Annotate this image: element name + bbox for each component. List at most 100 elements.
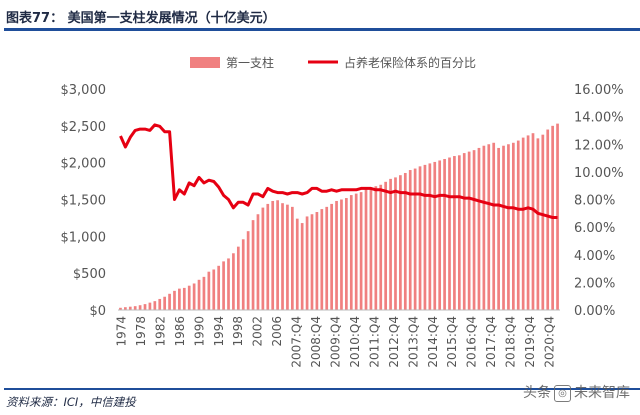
- bar: [133, 306, 137, 310]
- x-axis-tick-label: 1998: [231, 316, 245, 347]
- x-axis-tick-label: 2020:Q4: [543, 316, 557, 368]
- percentage-line: [119, 123, 558, 219]
- right-axis-tick-label: 8.00%: [574, 194, 615, 209]
- bar: [502, 145, 505, 310]
- left-axis-tick-label: $0: [89, 304, 106, 319]
- left-axis-tick-label: $1,500: [61, 194, 107, 209]
- bar: [340, 199, 343, 310]
- bar: [482, 145, 486, 310]
- bar: [403, 172, 407, 310]
- right-axis-tick-label: 10.00%: [574, 166, 624, 181]
- bar: [462, 153, 466, 310]
- bar: [290, 206, 294, 310]
- right-axis-tick-label: 12.00%: [574, 138, 624, 153]
- right-axis-tick-label: 16.00%: [574, 83, 624, 98]
- bar: [173, 290, 176, 310]
- bar: [413, 168, 417, 310]
- bar: [521, 137, 525, 310]
- right-axis-tick-label: 14.00%: [574, 111, 624, 126]
- left-axis-tick-label: $3,000: [61, 83, 107, 98]
- bar: [315, 212, 319, 310]
- bar: [384, 181, 388, 310]
- bar: [158, 298, 162, 310]
- bar: [207, 271, 211, 310]
- right-axis-tick-label: 0.00%: [574, 304, 615, 319]
- bar: [477, 147, 481, 310]
- x-axis-tick-label: 1990: [192, 316, 206, 347]
- x-axis-tick-label: 2013:Q4: [406, 316, 420, 368]
- bar: [516, 140, 520, 310]
- bar: [182, 287, 186, 310]
- x-axis-tick-label: 2016:Q4: [465, 316, 479, 368]
- x-axis-tick-label: 1978: [134, 316, 148, 347]
- bar: [472, 150, 476, 310]
- x-axis-tick-label: 2008:Q4: [309, 316, 323, 368]
- bar: [305, 216, 309, 310]
- legend-swatch-bars: [190, 57, 220, 68]
- bar: [217, 265, 221, 310]
- bar: [266, 203, 270, 310]
- left-axis-tick-label: $2,000: [61, 157, 107, 172]
- bar: [241, 239, 245, 310]
- right-axis-tick-label: 4.00%: [574, 249, 615, 264]
- bar: [246, 231, 250, 310]
- bar: [433, 161, 437, 310]
- bar: [124, 307, 127, 310]
- x-axis-tick-label: 1974: [115, 316, 129, 347]
- bar: [281, 203, 284, 310]
- x-axis-tick-label: 1982: [153, 316, 167, 347]
- watermark-left: 头条: [523, 385, 551, 401]
- bar: [227, 258, 230, 310]
- bar: [364, 189, 368, 310]
- bar: [418, 166, 422, 310]
- bar: [251, 220, 255, 310]
- chart-area: 第一支柱 占养老保险体系的百分比 $0 $500 $1,000 $1,500 $2,000 $…: [61, 55, 624, 368]
- bar: [202, 276, 206, 310]
- x-axis-tick-label: 2009:Q4: [329, 316, 343, 368]
- bar: [192, 283, 196, 310]
- x-axis-tick-label: 1994: [212, 316, 226, 347]
- bar: [408, 170, 412, 310]
- bar: [153, 301, 157, 310]
- bar: [349, 195, 353, 310]
- bar: [143, 304, 147, 310]
- bar: [276, 200, 279, 310]
- bar: [163, 296, 167, 310]
- left-axis-tick-label: $1,000: [61, 230, 107, 245]
- bar: [497, 147, 500, 310]
- bar: [399, 175, 402, 310]
- bar: [531, 133, 535, 310]
- legend-label-bars: 第一支柱: [226, 55, 274, 70]
- x-axis-tick-label: 2002: [251, 316, 265, 347]
- bar: [526, 135, 530, 310]
- x-axis-tick-label: 2012:Q4: [387, 316, 401, 368]
- bar: [119, 307, 122, 310]
- bar: [148, 302, 152, 310]
- bar: [536, 138, 540, 310]
- source-note: 资料来源：ICI，中信建投: [6, 395, 136, 409]
- x-axis-tick-label: 2006: [270, 316, 284, 347]
- bar: [546, 129, 550, 310]
- bar: [300, 223, 304, 310]
- bar: [197, 279, 201, 310]
- bar: [236, 246, 240, 310]
- x-axis-tick-label: 2015:Q4: [445, 316, 459, 368]
- x-axis-tick-label: 2010:Q4: [348, 316, 362, 368]
- bar: [359, 192, 363, 310]
- bar: [541, 134, 545, 310]
- source-divider: [4, 388, 640, 390]
- bar: [389, 178, 392, 310]
- bar: [438, 160, 442, 310]
- bar: [379, 184, 383, 310]
- bar: [511, 142, 515, 310]
- watermark: 头条 ◎ 未来智库: [523, 382, 630, 402]
- bar: [507, 144, 510, 310]
- chart-title: 图表77： 美国第一支柱发展情况（十亿美元）: [6, 11, 276, 26]
- bar: [128, 306, 132, 310]
- title-divider: [4, 28, 640, 31]
- title-bar: 图表77： 美国第一支柱发展情况（十亿美元）: [0, 0, 640, 31]
- bar: [453, 156, 456, 310]
- x-axis-tick-label: 2011:Q4: [367, 316, 381, 368]
- bar: [138, 305, 142, 310]
- right-axis-tick-label: 6.00%: [574, 221, 615, 236]
